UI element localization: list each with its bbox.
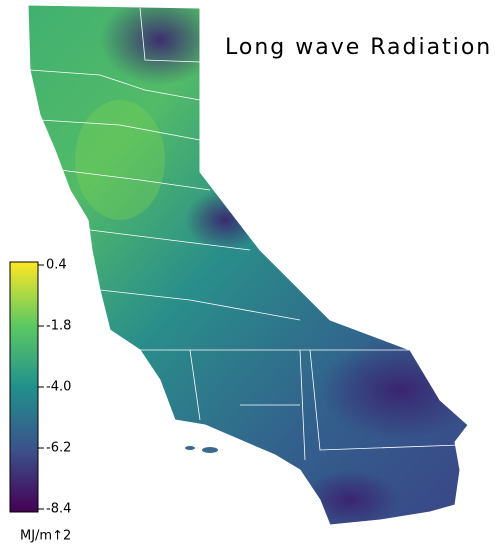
colorbar-unit: MJ/m↑2: [20, 529, 71, 544]
colorbar-tick-label: -6.2: [46, 441, 71, 456]
island: [202, 447, 218, 453]
colorbar-ticks: 0.4 -1.8 -4.0 -6.2 -8.4: [38, 258, 71, 517]
colorbar-tick-label: -1.8: [46, 319, 71, 334]
colorbar-tick-label: -4.0: [46, 380, 71, 395]
colorbar-tick-label: 0.4: [46, 258, 67, 273]
colorbar: [9, 261, 39, 513]
island: [185, 446, 195, 450]
map-title: Long wave Radiation: [225, 35, 492, 60]
state-outline: [27, 4, 469, 526]
colorbar-tick-label: -8.4: [46, 502, 71, 517]
